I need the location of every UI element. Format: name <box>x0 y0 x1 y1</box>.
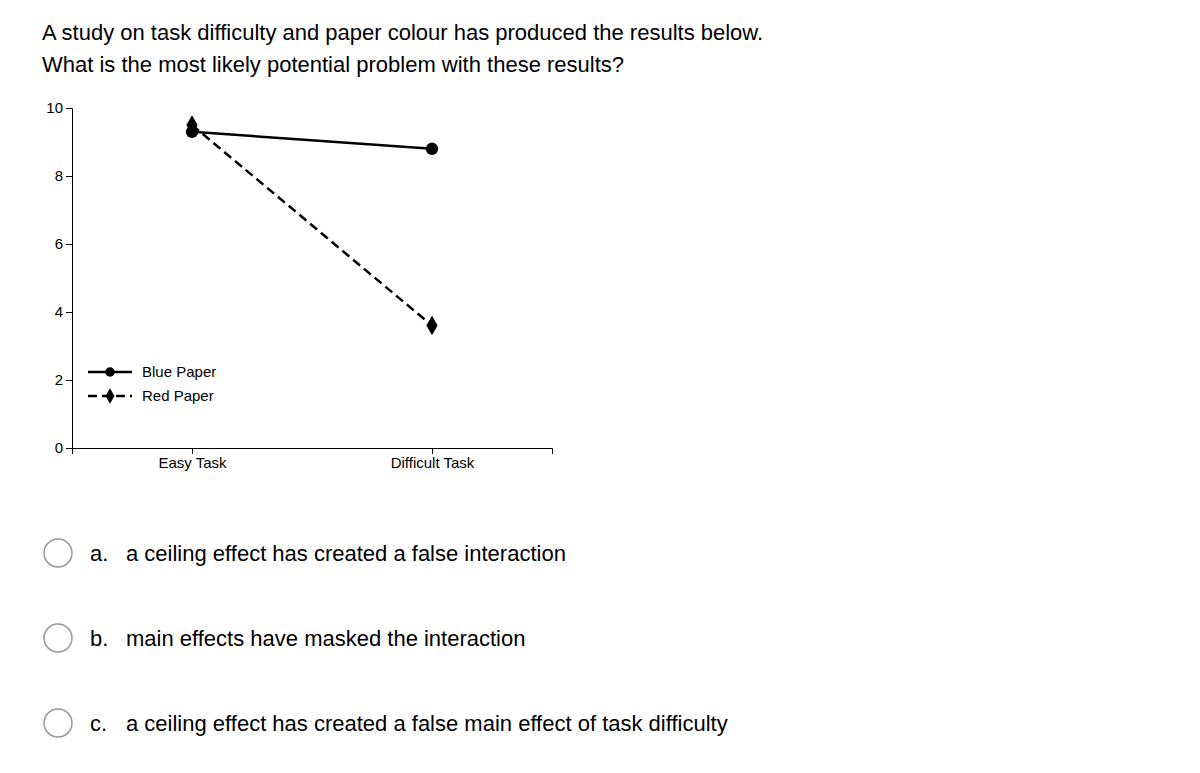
x-axis: Easy Task Difficult Task <box>73 448 553 471</box>
y-tick: 0 <box>55 439 72 456</box>
answer-option: c. a ceiling effect has created a false m… <box>44 709 728 737</box>
legend-label: Red Paper <box>142 387 214 404</box>
chart: A study on task difficulty and paper col… <box>0 0 1200 773</box>
radio-button <box>44 709 72 737</box>
plot: 0 2 4 6 8 10 Easy Task Difficult Task Blue Paper… <box>46 99 552 470</box>
y-tick-label: 4 <box>55 303 63 320</box>
option-label: c. <box>90 711 107 736</box>
y-axis: 0 2 4 6 8 10 <box>46 99 72 456</box>
y-tick: 6 <box>55 235 72 252</box>
radio-button <box>44 539 72 567</box>
option-text: a ceiling effect has created a false mai… <box>126 711 728 736</box>
y-tick-mark <box>66 176 72 177</box>
y-tick: 4 <box>55 303 72 320</box>
option-text: a ceiling effect has created a false int… <box>126 541 566 566</box>
series-point <box>426 143 438 155</box>
y-tick-mark <box>66 108 72 109</box>
legend-marker <box>106 388 115 404</box>
series-line <box>192 125 432 326</box>
subtitle: What is the most likely potential proble… <box>42 52 624 77</box>
legend: Blue Paper Red Paper <box>88 363 216 404</box>
x-tick: Difficult Task <box>391 448 475 471</box>
legend-marker <box>105 367 114 376</box>
y-tick-label: 0 <box>55 439 63 456</box>
option-label: b. <box>90 626 108 651</box>
y-tick-label: 2 <box>55 371 63 388</box>
option-label: a. <box>90 541 108 566</box>
y-axis-line <box>66 109 73 449</box>
y-tick-label: 6 <box>55 235 63 252</box>
legend-label: Blue Paper <box>142 363 216 380</box>
series-point <box>426 316 437 336</box>
legend-item: Red Paper <box>88 387 214 404</box>
x-tick-label: Difficult Task <box>391 454 475 471</box>
y-tick: 10 <box>46 99 72 116</box>
y-tick: 2 <box>55 371 72 388</box>
x-tick-label: Easy Task <box>158 454 227 471</box>
y-tick-mark <box>66 448 72 449</box>
y-tick: 8 <box>55 167 72 184</box>
y-tick-label: 8 <box>55 167 63 184</box>
y-tick-mark <box>66 380 72 381</box>
series-line <box>192 132 432 149</box>
y-tick-mark <box>66 312 72 313</box>
x-axis-line <box>73 449 553 455</box>
series-point <box>186 115 197 135</box>
title: A study on task difficulty and paper col… <box>42 20 763 45</box>
marks <box>186 115 438 335</box>
answer-option: a. a ceiling effect has created a false i… <box>44 539 566 567</box>
radio-button <box>44 624 72 652</box>
answer-option: b. main effects have masked the interacti… <box>44 624 525 652</box>
legend-item: Blue Paper <box>88 363 216 380</box>
y-tick-label: 10 <box>46 99 63 116</box>
option-text: main effects have masked the interaction <box>126 626 525 651</box>
y-tick-mark <box>66 244 72 245</box>
x-tick: Easy Task <box>158 448 227 471</box>
